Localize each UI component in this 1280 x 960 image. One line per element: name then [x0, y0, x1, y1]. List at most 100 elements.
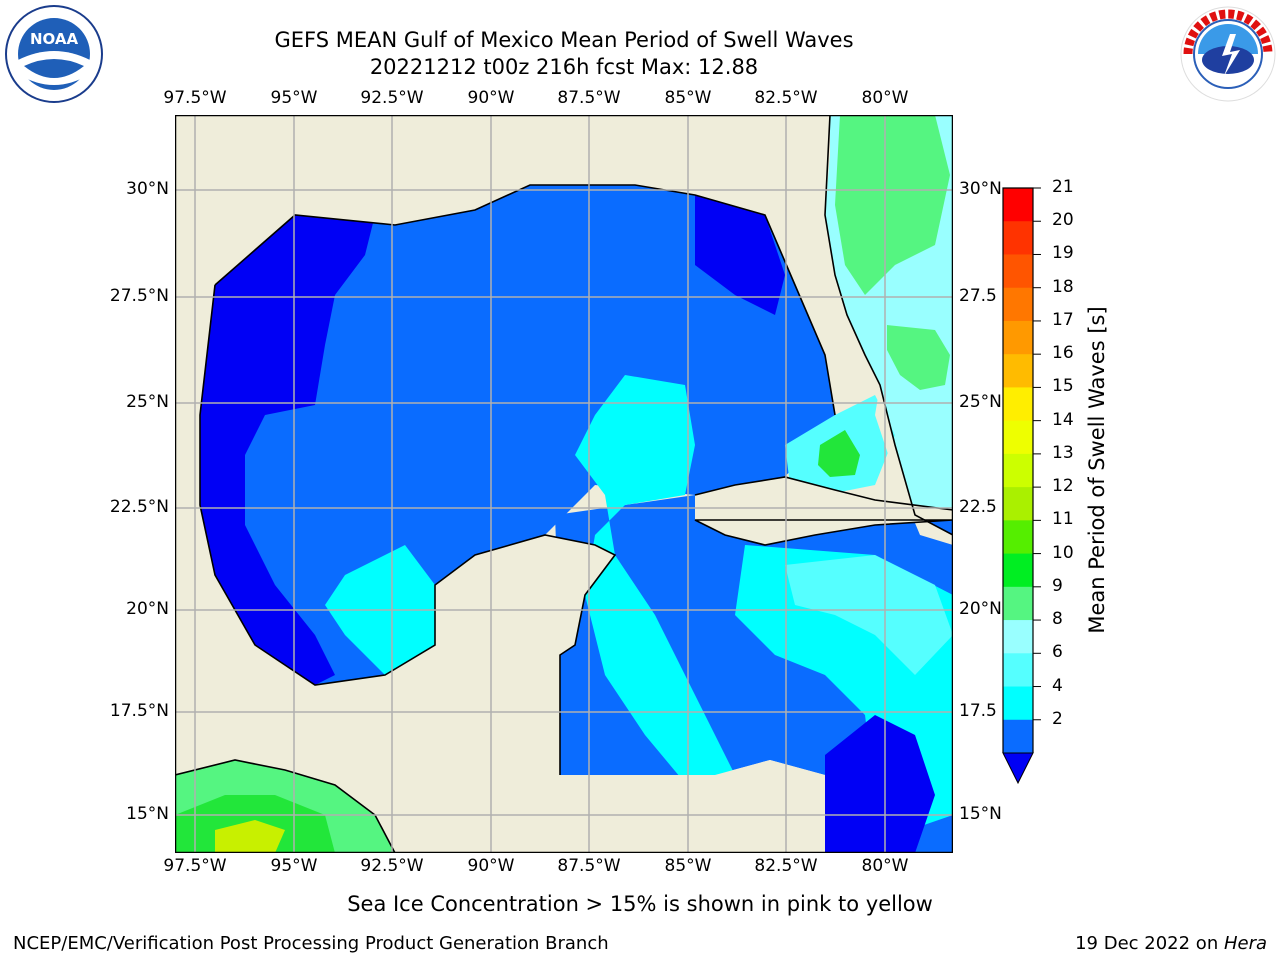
- colorbar-segment: [1003, 287, 1033, 322]
- coastline-us: [214, 184, 836, 416]
- sea-ice-note: Sea Ice Concentration > 15% is shown in …: [347, 892, 933, 916]
- longitude-label: 90°W: [467, 856, 515, 876]
- coastline-florida-east: [824, 115, 953, 536]
- longitude-label: 92.5°W: [360, 856, 424, 876]
- longitude-label: 95°W: [270, 88, 318, 108]
- colorbar-tick-label: 11: [1052, 509, 1074, 530]
- colorbar-segment: [1003, 719, 1033, 754]
- colorbar-tick-label: 18: [1052, 276, 1074, 297]
- us-gulf-coast: [175, 115, 880, 685]
- colorbar-segment: [1003, 620, 1033, 654]
- colorbar-extend-arrow: [1002, 752, 1034, 785]
- colorbar-segment: [1003, 653, 1033, 688]
- colorbar: [1002, 187, 1041, 785]
- mexico-yucatan: [175, 535, 825, 853]
- longitude-label: 82.5°W: [754, 88, 818, 108]
- gulf-water: [200, 185, 835, 685]
- colorbar-tick-label: 20: [1052, 210, 1074, 231]
- colorbar-tick-label: 4: [1052, 675, 1063, 696]
- chart-subtitle: 20221212 t00z 216h fcst Max: 12.88: [369, 55, 759, 79]
- longitude-label: 90°W: [467, 88, 515, 108]
- longitude-label: 95°W: [270, 856, 318, 876]
- map-frame: [175, 115, 953, 853]
- longitude-label: 85°W: [664, 88, 712, 108]
- colorbar-tick-label: 6: [1052, 642, 1063, 663]
- pacific-yellowgreen: [215, 820, 285, 853]
- longitude-label: 92.5°W: [360, 88, 424, 108]
- longitude-label: 82.5°W: [754, 856, 818, 876]
- colorbar-tick-label: 12: [1052, 476, 1074, 497]
- colorbar-frame: [1002, 187, 1034, 753]
- colorbar-tick-label: 21: [1052, 177, 1074, 197]
- longitude-label: 87.5°W: [557, 856, 621, 876]
- colorbar-tick-label: 14: [1052, 409, 1074, 430]
- latitude-label: 30°N: [959, 179, 1002, 199]
- colorbar-tick-label: 9: [1052, 575, 1063, 596]
- colorbar-segment: [1003, 387, 1033, 422]
- colorbar-tick-label: 16: [1052, 343, 1074, 364]
- latitude-label: 20°N: [959, 599, 1002, 619]
- noaa-logo-text: NOAA: [30, 30, 79, 48]
- colorbar-tick-label: 17: [1052, 309, 1074, 330]
- colorbar-tick-label: 13: [1052, 442, 1074, 463]
- colorbar-tick-label: 19: [1052, 243, 1074, 264]
- colorbar-segment: [1003, 453, 1033, 488]
- longitude-label: 97.5°W: [163, 88, 227, 108]
- colorbar-tick-label: 8: [1052, 609, 1063, 630]
- footer-date: 19 Dec 2022 on: [1075, 933, 1224, 954]
- gulf-cyan-channel: [575, 375, 735, 795]
- colorbar-segment: [1003, 188, 1033, 222]
- longitude-label: 80°W: [861, 856, 909, 876]
- gulf-dark-northeast: [695, 190, 785, 315]
- latitude-label: 17.5°N: [109, 701, 169, 721]
- latitude-label: 25°N: [959, 392, 1002, 412]
- latitude-label: 25°N: [126, 392, 169, 412]
- cuba: [695, 477, 953, 545]
- coastline-mexico: [199, 284, 617, 775]
- footer-right: 19 Dec 2022 on Hera: [1075, 933, 1267, 954]
- longitude-label: 80°W: [861, 88, 909, 108]
- colorbar-segment: [1003, 553, 1033, 588]
- caribbean-cyan-light: [785, 555, 953, 675]
- colorbar-segment: [1003, 420, 1033, 455]
- colorbar-tick-label: 15: [1052, 376, 1074, 397]
- coastline-cuba: [694, 476, 953, 546]
- straits-green: [818, 430, 860, 477]
- longitude-label: 87.5°W: [557, 88, 621, 108]
- latitude-label: 22.5°N: [109, 497, 169, 517]
- map-gridlines: [175, 115, 953, 853]
- colorbar-segment: [1003, 254, 1033, 289]
- national-weather-service-logo-icon: [1178, 4, 1278, 108]
- footer-left: NCEP/EMC/Verification Post Processing Pr…: [13, 933, 609, 954]
- noaa-logo-icon: NOAA: [4, 4, 104, 108]
- chart-title: GEFS MEAN Gulf of Mexico Mean Period of …: [274, 28, 854, 52]
- caribbean-dark-south: [825, 715, 935, 853]
- colorbar-segment: [1003, 320, 1033, 355]
- latitude-label: 17.5: [959, 701, 997, 721]
- colorbar-segment: [1003, 520, 1033, 555]
- latitude-label: 20°N: [126, 599, 169, 619]
- colorbar-segment: [1003, 586, 1033, 621]
- longitude-label: 85°W: [664, 856, 712, 876]
- swell-period-map: [175, 115, 953, 853]
- coastline-pacific: [175, 759, 396, 853]
- colorbar-segment: [1003, 221, 1033, 255]
- latitude-label: 15°N: [959, 804, 1002, 824]
- latitude-label: 27.5°N: [109, 286, 169, 306]
- gulf-dark-west: [200, 215, 375, 685]
- colorbar-segment: [1003, 487, 1033, 521]
- footer-note-wrap: Sea Ice Concentration > 15% is shown in …: [0, 892, 1280, 916]
- colorbar-segment: [1003, 686, 1033, 721]
- atlantic-green: [835, 115, 950, 295]
- latitude-label: 15°N: [126, 804, 169, 824]
- latitude-label: 22.5: [959, 497, 997, 517]
- footer-host: Hera: [1223, 933, 1267, 954]
- latitude-label: 27.5: [959, 286, 997, 306]
- latitude-label: 30°N: [126, 179, 169, 199]
- colorbar-label: Mean Period of Swell Waves [s]: [1085, 306, 1109, 634]
- atlantic-green-south: [887, 325, 950, 390]
- longitude-label: 97.5°W: [163, 856, 227, 876]
- colorbar-tick-label: 2: [1052, 708, 1063, 729]
- colorbar-tick-label: 10: [1052, 542, 1074, 563]
- colorbar-segment: [1003, 354, 1033, 388]
